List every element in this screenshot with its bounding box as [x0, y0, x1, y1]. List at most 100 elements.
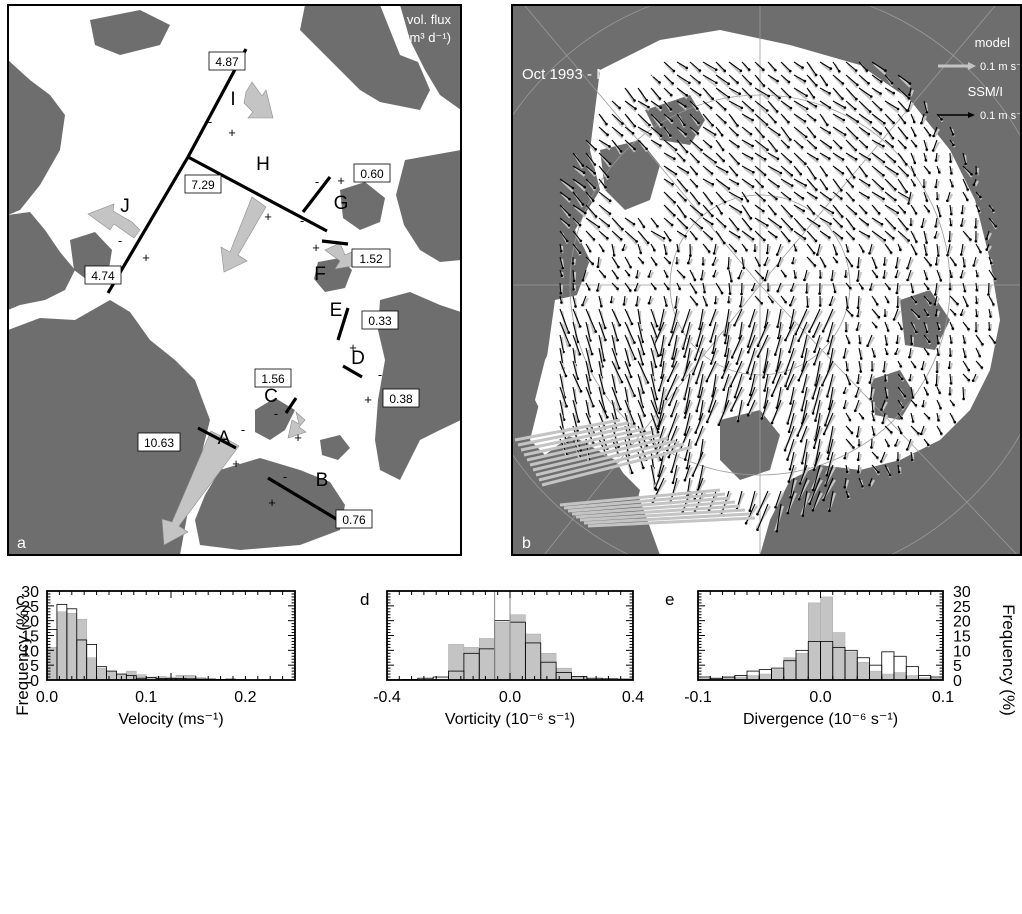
- ssmi-vector-head: [852, 446, 855, 449]
- ssmi-vector: [906, 438, 912, 450]
- section-label-G: G: [334, 193, 349, 214]
- ssmi-vector: [845, 217, 855, 230]
- ssmi-vector-head: [616, 276, 619, 280]
- model-vector: [909, 89, 915, 97]
- ssmi-vector-head: [559, 291, 563, 295]
- ssmi-vector: [598, 360, 603, 378]
- ssmi-vector-head: [620, 238, 623, 241]
- ssmi-vector-head: [791, 261, 794, 265]
- flux-value-F: 1.52: [359, 252, 383, 266]
- ssmi-vector: [776, 386, 782, 408]
- model-vector: [873, 128, 883, 138]
- ssmi-vector-head: [801, 197, 805, 200]
- ssmi-vector-head: [681, 330, 684, 334]
- ssmi-vector: [793, 74, 806, 82]
- ssmi-vector-head: [848, 418, 852, 422]
- model-vector: [922, 401, 928, 408]
- ssmi-vector-head: [775, 197, 778, 201]
- ssmi-vector-head: [812, 251, 816, 255]
- ssmi-vector-head: [756, 528, 759, 531]
- ssmi-vector: [787, 490, 795, 514]
- ssmi-vector: [843, 399, 847, 409]
- ssmi-vector-head: [865, 174, 868, 178]
- model-vector: [563, 492, 726, 510]
- flux-value-B: 0.76: [342, 513, 366, 527]
- ssmi-vector-head: [967, 368, 971, 372]
- ssmi-vector-head: [658, 411, 661, 415]
- ssmi-vector-head: [683, 123, 686, 127]
- ssmi-vector: [598, 165, 609, 178]
- ssmi-vector-head: [749, 95, 753, 99]
- ssmi-vector: [689, 100, 698, 109]
- ssmi-vector-head: [829, 222, 832, 226]
- ssmi-vector-head: [730, 409, 733, 412]
- hist-bar-filled: [555, 667, 572, 681]
- model-vector: [722, 375, 732, 391]
- model-vector: [844, 453, 850, 460]
- ssmi-vector-head: [705, 303, 708, 307]
- model-vector: [769, 167, 782, 178]
- ssmi-vector-head: [726, 267, 730, 270]
- ssmi-vector-head: [756, 512, 759, 516]
- ssmi-vector: [824, 399, 834, 426]
- ssmi-vector-head: [950, 275, 953, 279]
- ssmi-vector: [757, 334, 769, 357]
- ssmi-vector-head: [657, 389, 661, 392]
- model-vector: [582, 271, 589, 282]
- ssmi-vector: [806, 126, 816, 138]
- ssmi-vector: [650, 386, 659, 412]
- ssmi-vector-head: [867, 82, 870, 85]
- ssmi-vector-head: [861, 485, 864, 488]
- ssmi-vector-head: [561, 266, 565, 270]
- ssmi-vector-head: [949, 223, 953, 227]
- ssmi-vector-head: [576, 340, 580, 344]
- ssmi-vector: [793, 113, 806, 122]
- model-vector: [743, 102, 754, 115]
- ssmi-vector: [702, 282, 706, 293]
- ssmi-vector-head: [788, 197, 792, 201]
- ssmi-vector: [731, 334, 743, 358]
- ssmi-vector: [946, 191, 951, 201]
- model-vector: [561, 180, 574, 192]
- ssmi-vector-head: [581, 203, 585, 206]
- flux-box-F: 1.52: [351, 248, 391, 268]
- ssmi-vector: [774, 490, 782, 508]
- ssmi-vector: [660, 347, 665, 366]
- ssmi-vector-head: [736, 419, 740, 423]
- ssmi-vector-head: [871, 410, 875, 413]
- ssmi-vector: [657, 399, 665, 427]
- ssmi-vector-head: [658, 81, 661, 84]
- ssmi-vector-head: [946, 199, 949, 203]
- ssmi-vector: [763, 347, 769, 373]
- model-vector: [855, 388, 862, 398]
- ssmi-vector: [871, 425, 875, 435]
- ssmi-vector: [663, 87, 672, 96]
- ssmi-vector: [819, 152, 830, 159]
- ssmi-vector-head: [658, 97, 662, 100]
- ssmi-vector-head: [606, 236, 609, 240]
- model-vector: [678, 167, 690, 177]
- model-vector: [869, 245, 876, 255]
- ssmi-vector: [572, 152, 584, 166]
- ssmi-vector: [935, 373, 938, 386]
- ssmi-vector: [754, 152, 766, 160]
- ssmi-vector: [845, 74, 858, 86]
- ssmi-vector-head: [935, 370, 939, 374]
- ssmi-vector-head: [794, 332, 797, 336]
- ssmi-vector-head: [926, 287, 930, 291]
- ssmi-vector: [572, 204, 586, 214]
- ssmi-vector-head: [979, 195, 982, 199]
- ssmi-vector: [871, 113, 885, 124]
- ssmi-vector: [883, 360, 886, 372]
- ssmi-vector: [793, 217, 806, 230]
- ssmi-vector: [585, 191, 594, 201]
- ssmi-vector: [702, 139, 712, 148]
- ssmi-vector: [884, 334, 888, 345]
- model-vector: [717, 167, 729, 177]
- flux-arrow-I: [243, 81, 274, 119]
- model-vector: [893, 310, 901, 321]
- ssmi-vector-head: [633, 394, 636, 398]
- ssmi-vector: [730, 386, 743, 411]
- ssmi-vector-head: [803, 79, 807, 83]
- ssmi-vector-head: [775, 149, 778, 152]
